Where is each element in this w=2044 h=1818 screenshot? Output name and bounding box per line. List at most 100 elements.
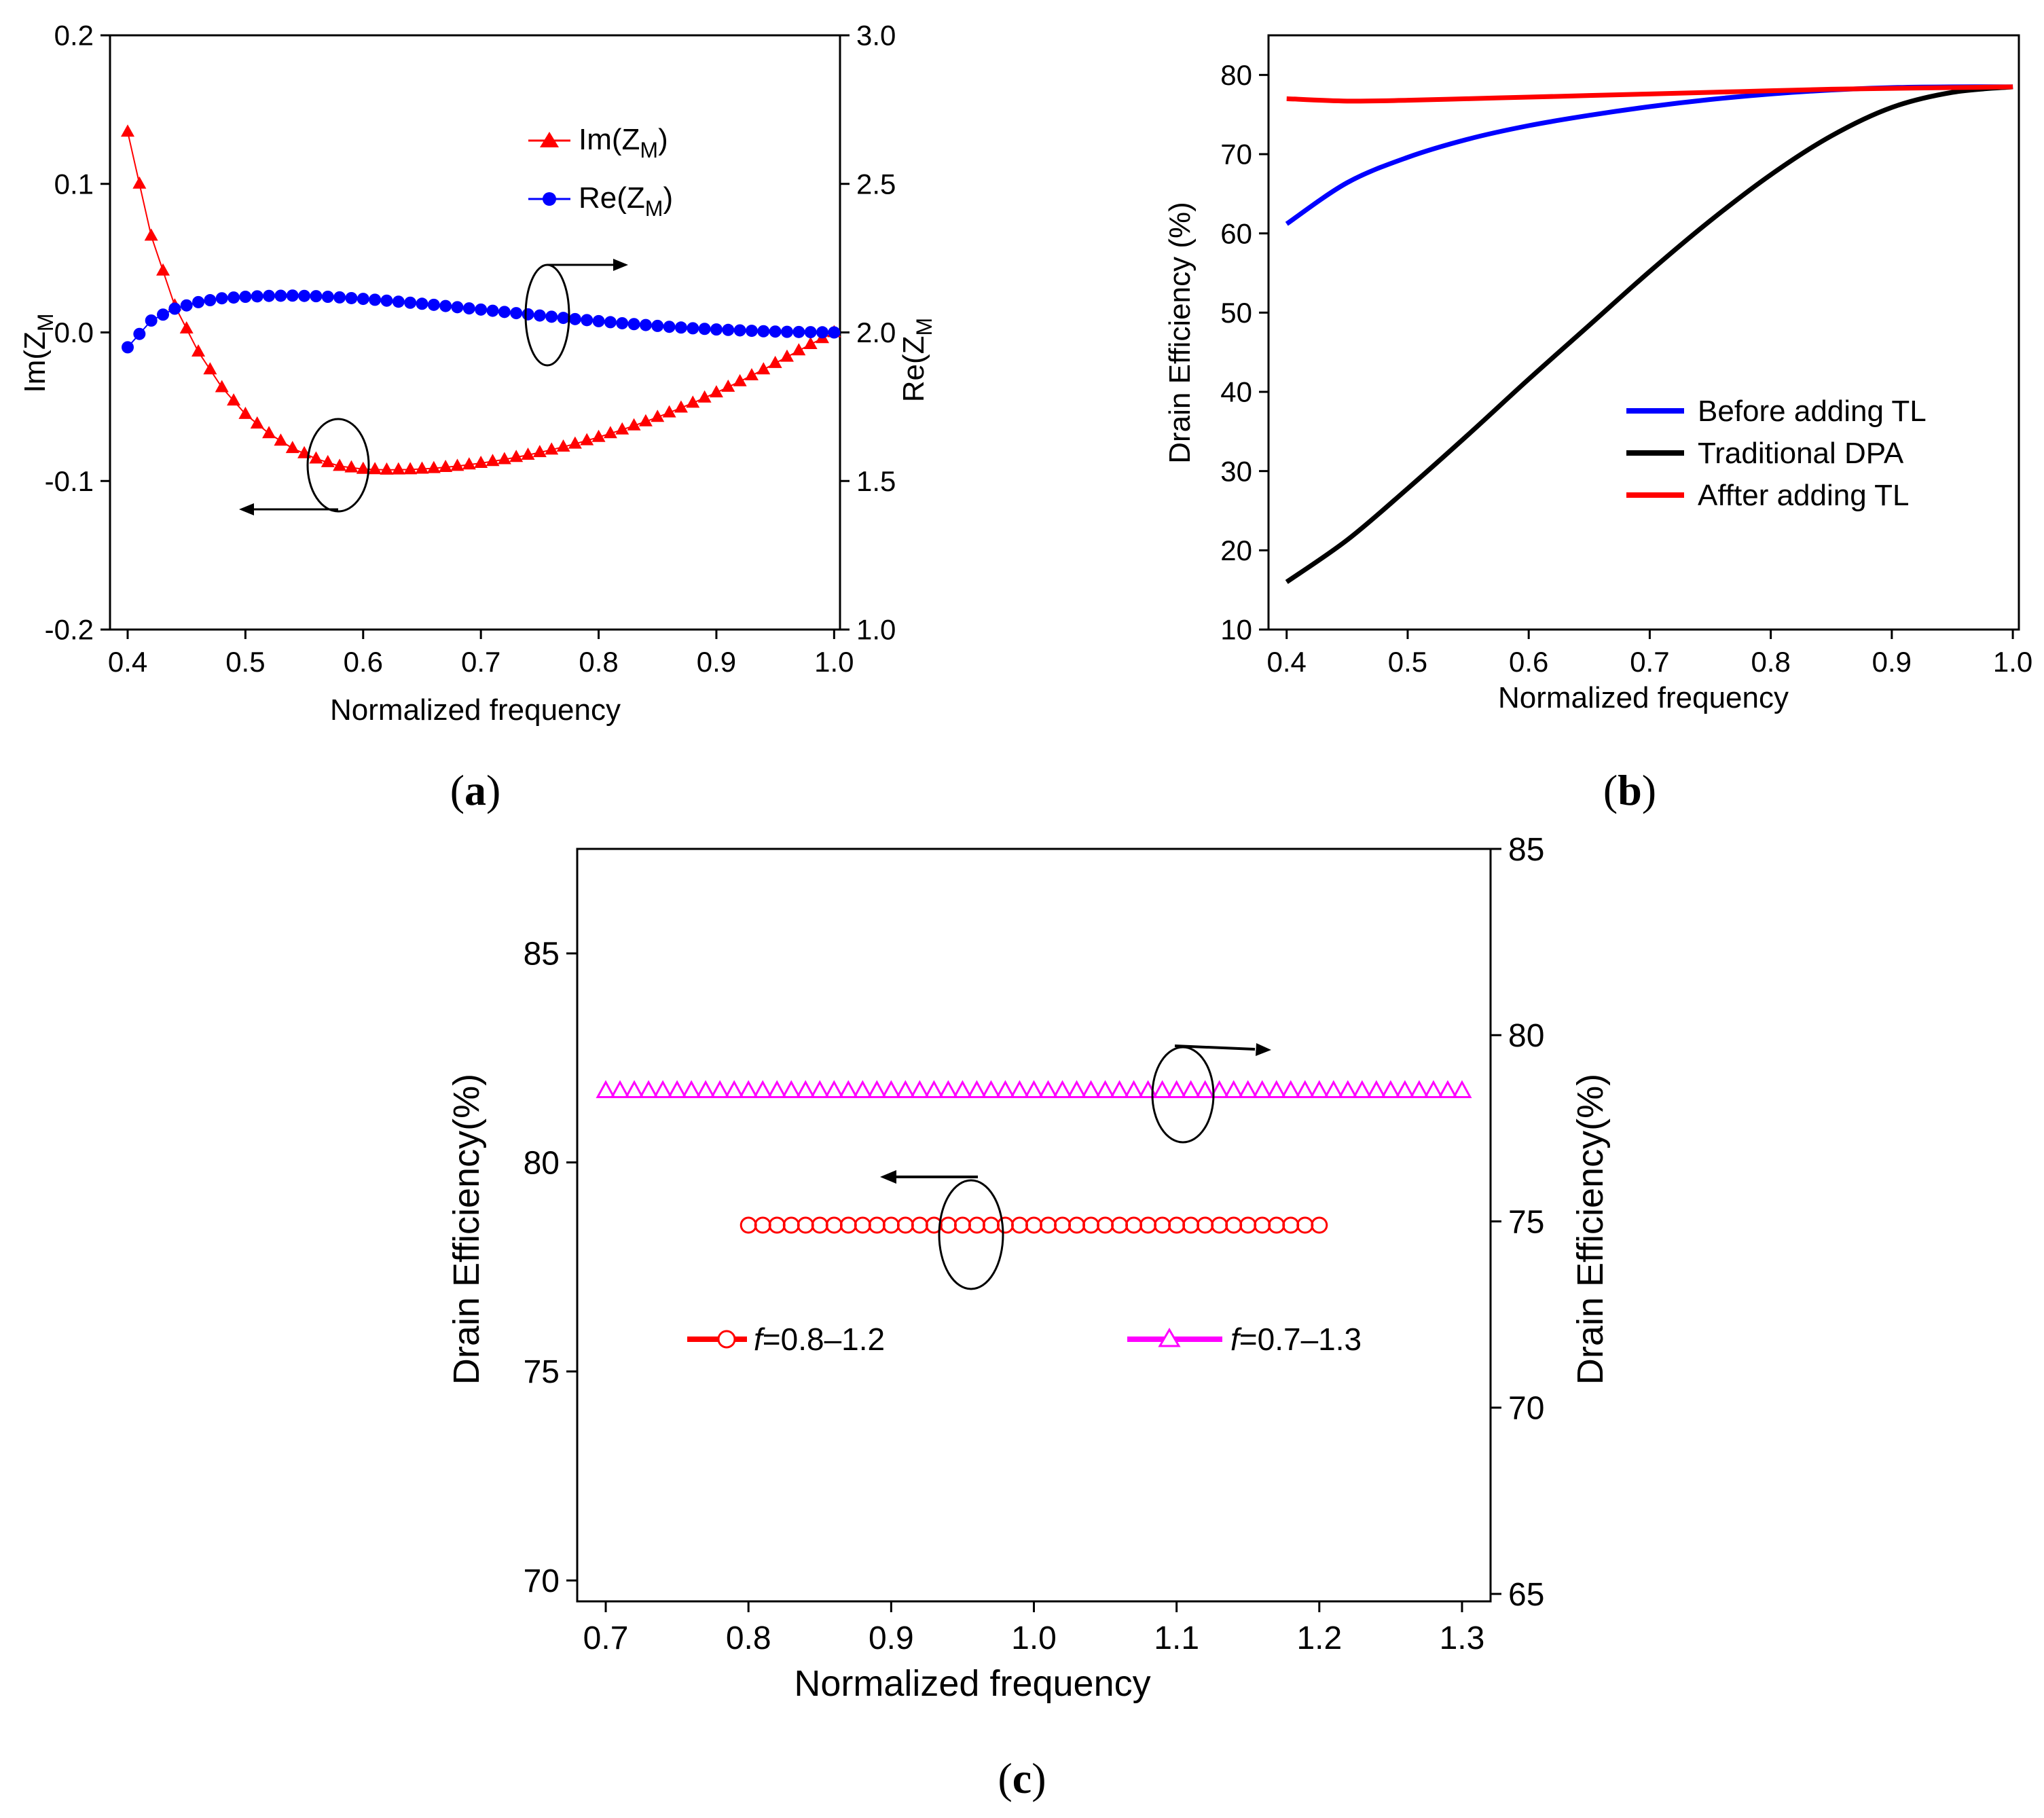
data-point-open-triangle	[952, 1080, 972, 1099]
data-point-triangle	[380, 462, 394, 475]
data-point-triangle	[744, 367, 759, 380]
annotation-a-left	[239, 418, 370, 515]
data-point-triangle	[415, 461, 429, 474]
data-point-open-circle	[1139, 1216, 1157, 1234]
legend-b-traditional-label: Traditional DPA	[1698, 437, 1904, 470]
data-point-circle	[227, 291, 240, 304]
data-point-open-circle	[839, 1216, 857, 1234]
data-point-circle	[545, 310, 558, 323]
data-point-open-circle	[825, 1216, 843, 1234]
data-point-open-triangle	[738, 1080, 759, 1099]
data-point-open-circle	[811, 1216, 828, 1234]
data-point-open-triangle	[1053, 1080, 1073, 1099]
data-point-open-triangle	[809, 1080, 830, 1099]
data-point-open-triangle	[681, 1080, 701, 1099]
y-tick-label-left: 80	[1220, 59, 1252, 91]
data-point-triangle	[721, 379, 735, 392]
data-point-triangle	[568, 436, 582, 449]
data-point-open-triangle	[1324, 1080, 1344, 1099]
y-tick-label-right: 75	[1508, 1204, 1544, 1240]
annotation-a-right	[524, 259, 628, 367]
y-axis-label-left-c: Drain Efficiency(%)	[446, 1074, 487, 1385]
y-axis-label-left-a: Im(ZM	[18, 313, 58, 393]
data-point-circle	[616, 316, 629, 329]
data-point-open-triangle	[710, 1080, 730, 1099]
data-point-triangle	[615, 422, 629, 435]
x-tick-label: 1.2	[1296, 1620, 1342, 1656]
data-point-circle	[333, 291, 346, 304]
data-point-circle	[263, 289, 276, 302]
data-point-open-triangle	[1167, 1080, 1187, 1099]
data-point-triangle	[780, 349, 794, 362]
y-axis-label-b: Drain Efficiency (%)	[1163, 202, 1197, 464]
arrow-head-icon	[239, 503, 254, 515]
data-point-circle	[533, 309, 546, 322]
data-point-circle	[369, 293, 382, 306]
y-tick-label-left: 70	[1220, 139, 1252, 170]
data-point-open-triangle	[1181, 1080, 1201, 1099]
data-point-triangle	[179, 321, 194, 334]
series-line	[1286, 84, 2013, 104]
data-point-open-triangle	[1095, 1080, 1116, 1099]
data-point-open-triangle	[1281, 1080, 1301, 1099]
data-point-triangle	[709, 385, 723, 398]
x-tick-label: 0.8	[726, 1620, 771, 1656]
data-point-circle	[439, 299, 452, 312]
data-point-triangle	[344, 460, 359, 473]
data-point-triangle	[591, 429, 606, 442]
data-point-triangle	[403, 462, 418, 475]
data-point-circle	[215, 292, 228, 305]
data-point-triangle	[439, 460, 453, 473]
data-point-open-triangle	[966, 1080, 987, 1099]
annotation-ellipse	[938, 1179, 1004, 1290]
y-tick-label-right: 80	[1508, 1018, 1544, 1054]
data-point-open-triangle	[1266, 1080, 1287, 1099]
data-point-circle	[780, 325, 793, 338]
data-point-circle	[380, 294, 393, 307]
data-point-open-triangle	[981, 1080, 1001, 1099]
x-tick-label: 0.7	[1630, 646, 1669, 678]
data-point-circle	[251, 290, 263, 303]
data-point-open-circle	[1282, 1216, 1300, 1234]
data-point-open-triangle	[1009, 1080, 1030, 1099]
data-point-circle	[745, 325, 758, 338]
data-point-circle	[663, 321, 676, 333]
data-point-triangle	[697, 390, 712, 403]
x-tick-label: 0.5	[225, 646, 265, 678]
data-point-open-circle	[1197, 1216, 1214, 1234]
data-point-open-circle	[1068, 1216, 1086, 1234]
legend-a-re-marker	[543, 192, 556, 206]
data-point-open-circle	[1125, 1216, 1143, 1234]
x-tick-label: 0.6	[344, 646, 383, 678]
data-point-circle	[710, 323, 723, 336]
y-tick-label-left: 10	[1220, 614, 1252, 646]
legend-c-magenta-marker	[1158, 1328, 1181, 1347]
x-tick-label: 0.4	[108, 646, 147, 678]
x-tick-label: 0.9	[1872, 646, 1912, 678]
y-axis-label-right-a: Re(ZM	[897, 318, 936, 402]
data-point-circle	[239, 291, 252, 303]
data-point-open-triangle	[1209, 1080, 1230, 1099]
series-line	[1285, 84, 2013, 584]
data-point-open-triangle	[1224, 1080, 1244, 1099]
data-point-open-triangle	[624, 1080, 644, 1099]
data-point-triangle	[285, 441, 299, 454]
data-point-open-triangle	[596, 1080, 616, 1099]
y-tick-label-right: 1.0	[856, 614, 896, 646]
legend-c-red-label: f=0.8–1.2	[754, 1322, 885, 1357]
x-tick-label: 0.9	[869, 1620, 914, 1656]
data-point-circle	[557, 312, 570, 325]
legend-b-after-label: Affter adding TL	[1698, 479, 1909, 512]
data-point-open-circle	[797, 1216, 814, 1234]
data-point-triangle	[262, 426, 276, 439]
series-line	[1285, 84, 2013, 226]
data-point-circle	[722, 323, 735, 336]
y-tick-label-left: 50	[1220, 297, 1252, 329]
data-point-open-circle	[768, 1216, 786, 1234]
y-tick-label-left: 60	[1220, 217, 1252, 249]
data-point-open-triangle	[895, 1080, 915, 1099]
data-point-open-triangle	[1152, 1080, 1173, 1099]
data-point-open-triangle	[866, 1080, 887, 1099]
data-point-triangle	[792, 343, 806, 356]
x-tick-label: 0.5	[1388, 646, 1427, 678]
